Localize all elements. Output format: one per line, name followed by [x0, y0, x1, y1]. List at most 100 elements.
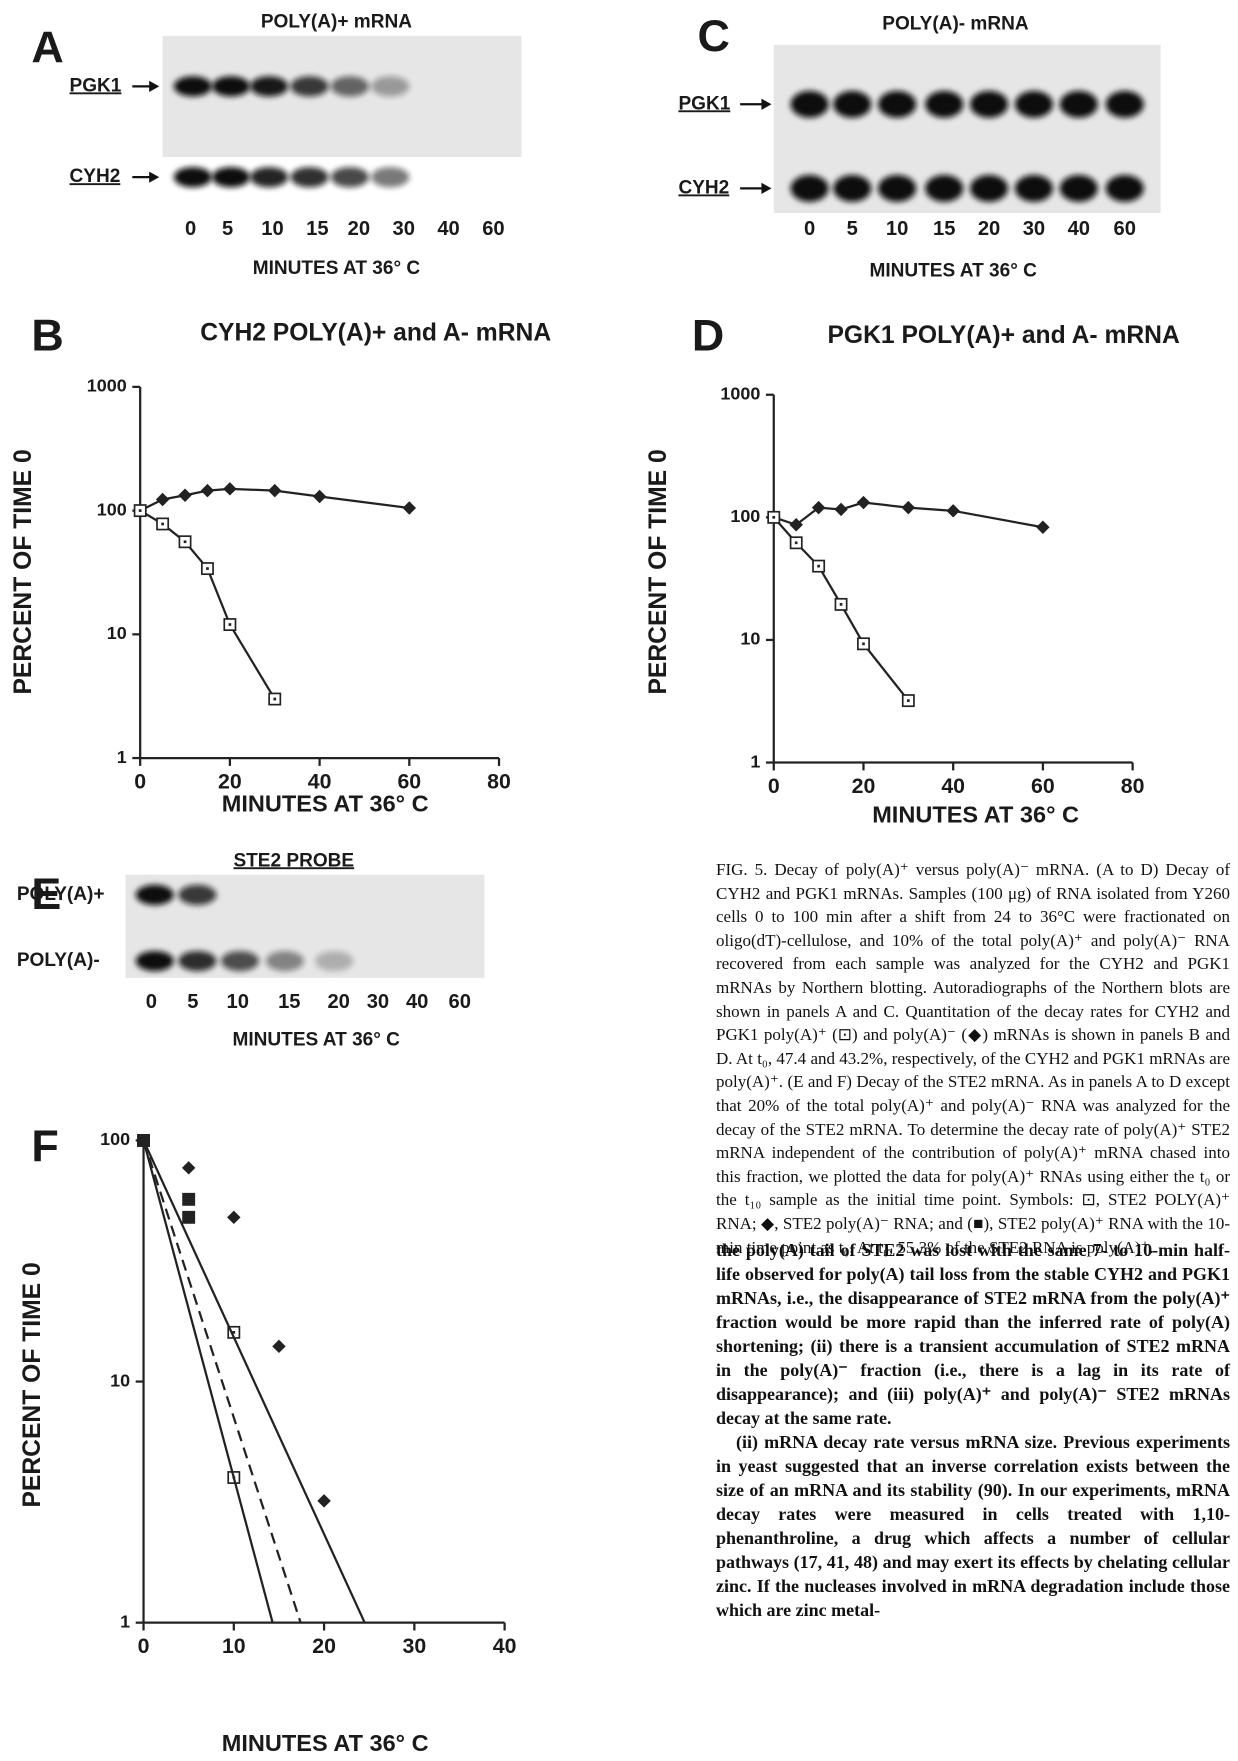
x-tick-label: 20 — [312, 1634, 336, 1658]
lane-label: 60 — [1114, 218, 1136, 240]
marker-dot — [906, 699, 910, 702]
marker — [227, 1210, 241, 1225]
x-tick-label: 60 — [1031, 774, 1055, 798]
lane-label: 40 — [437, 218, 459, 240]
marker — [312, 489, 327, 504]
gel-band — [211, 167, 251, 188]
lane-label: 0 — [185, 218, 196, 240]
gel-band — [1059, 174, 1098, 202]
gel-band — [1105, 174, 1144, 202]
x-tick-label: 30 — [403, 1634, 427, 1658]
gel-band — [878, 90, 917, 118]
gel-band — [1014, 90, 1053, 118]
chart-title: CYH2 POLY(A)+ and A- mRNA — [200, 320, 551, 347]
marker — [268, 483, 282, 498]
panel-letter: C — [698, 10, 730, 61]
gel-band — [220, 950, 260, 972]
panel-letter: E — [31, 868, 61, 919]
arrow-head — [149, 80, 160, 92]
gel-band — [925, 90, 964, 118]
marker-dot — [839, 603, 843, 606]
series-line — [142, 1140, 274, 1623]
marker — [200, 483, 215, 498]
panel-title: POLY(A)+ mRNA — [261, 11, 412, 32]
paragraph: the poly(A) tail of STE2 was lost with t… — [716, 1240, 1230, 1428]
lane-label: 30 — [392, 218, 414, 240]
marker — [137, 1134, 150, 1147]
gel-band — [173, 167, 212, 188]
lane-label: 5 — [222, 218, 233, 240]
marker — [182, 1210, 196, 1224]
marker-dot — [183, 540, 187, 544]
y-tick-label: 1000 — [720, 383, 760, 403]
x-tick-label: 80 — [1121, 774, 1145, 798]
panel-title: STE2 PROBE — [233, 850, 354, 871]
gel-band — [315, 950, 354, 972]
lane-label: 15 — [306, 218, 328, 240]
gel-band — [178, 950, 217, 972]
gel-band — [330, 76, 369, 97]
band-label: PGK1 — [70, 75, 122, 96]
marker — [856, 495, 871, 510]
gel-band — [1014, 174, 1053, 202]
marker-dot — [206, 567, 209, 570]
lane-label: 0 — [146, 991, 157, 1013]
marker — [946, 504, 960, 518]
x-tick-label: 80 — [487, 769, 511, 793]
body-text: the poly(A) tail of STE2 was lost with t… — [716, 1238, 1230, 1622]
gel-band — [135, 884, 174, 905]
y-tick-label: 1 — [120, 1611, 130, 1631]
marker-dot — [161, 522, 164, 526]
marker-dot — [273, 697, 277, 701]
lane-label: 15 — [933, 218, 955, 240]
lane-label: 30 — [367, 991, 389, 1013]
x-tick-label: 10 — [222, 1634, 246, 1658]
y-tick-label: 100 — [730, 506, 760, 526]
marker — [272, 1339, 286, 1354]
lane-label: 10 — [261, 218, 283, 240]
panel-title: POLY(A)- mRNA — [882, 14, 1029, 35]
y-axis-title: PERCENT OF TIME 0 — [19, 1262, 46, 1507]
gel-band — [970, 174, 1009, 202]
chart-title: PGK1 POLY(A)+ and A- mRNA — [827, 322, 1180, 349]
lane-label: 20 — [327, 991, 349, 1013]
arrow-head — [761, 98, 772, 110]
lane-label: 10 — [227, 991, 249, 1013]
gel-band — [135, 950, 174, 972]
y-tick-label: 10 — [740, 629, 760, 649]
x-axis-title: MINUTES AT 36° C — [222, 790, 429, 816]
panel-letter: A — [31, 21, 63, 72]
marker — [178, 488, 192, 503]
y-tick-label: 100 — [97, 499, 127, 519]
gel-band — [1105, 90, 1144, 118]
gel-band — [833, 174, 872, 202]
lane-label: 5 — [847, 218, 858, 240]
marker — [1036, 520, 1050, 534]
marker — [901, 500, 916, 515]
band-label: CYH2 — [678, 177, 729, 198]
y-tick-label: 1000 — [87, 376, 127, 396]
lane-label: 60 — [449, 991, 471, 1013]
band-label: PGK1 — [678, 93, 730, 114]
lane-label: 5 — [187, 991, 198, 1013]
y-axis-title: PERCENT OF TIME 0 — [10, 449, 37, 694]
y-tick-label: 10 — [110, 1370, 130, 1390]
gel-band — [290, 167, 329, 188]
gel-band — [833, 90, 872, 118]
paragraph: (ii) mRNA decay rate versus mRNA size. P… — [716, 1432, 1230, 1620]
gel-band — [790, 174, 829, 202]
marker — [402, 501, 417, 515]
gel-band — [250, 167, 289, 188]
marker-dot — [817, 564, 820, 568]
y-tick-label: 10 — [107, 623, 127, 643]
x-tick-label: 20 — [852, 774, 876, 798]
axis-label: MINUTES AT 36° C — [253, 258, 421, 279]
gel-background — [773, 44, 1161, 214]
marker — [223, 482, 237, 496]
y-axis-title: PERCENT OF TIME 0 — [645, 449, 672, 694]
gel-band — [1059, 90, 1098, 118]
gel-band — [878, 174, 917, 202]
marker-dot — [772, 515, 776, 519]
gel-band — [330, 167, 369, 188]
